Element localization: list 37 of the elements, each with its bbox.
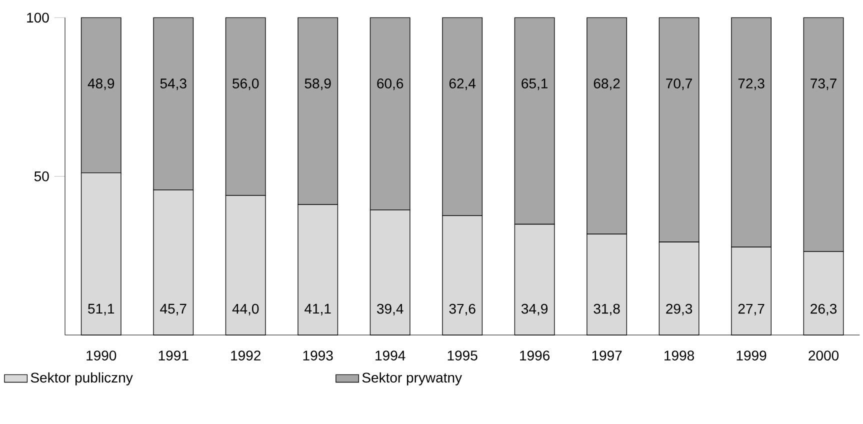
data-label: 26,3 xyxy=(810,304,837,316)
x-tick-label: 1998 xyxy=(664,350,694,361)
x-tick-label: 1996 xyxy=(520,350,550,361)
x-tick-label: 1993 xyxy=(303,350,333,361)
data-label: 58,9 xyxy=(304,78,331,90)
data-label: 68,2 xyxy=(594,78,620,90)
data-label: 70,7 xyxy=(666,78,692,90)
data-label: 37,6 xyxy=(449,304,476,316)
x-tick-label: 1995 xyxy=(448,350,478,361)
data-label: 39,4 xyxy=(377,304,404,316)
data-label: 27,7 xyxy=(738,304,764,316)
data-label: 34,9 xyxy=(521,304,548,316)
data-label: 62,4 xyxy=(449,78,476,90)
y-tick-label: 50 xyxy=(34,171,49,182)
data-label: 48,9 xyxy=(88,78,114,90)
data-label: 45,7 xyxy=(160,304,186,316)
x-tick-label: 2000 xyxy=(808,350,839,361)
data-label: 72,3 xyxy=(738,78,764,90)
y-tick-label: 100 xyxy=(27,12,49,23)
data-label: 41,1 xyxy=(304,304,331,316)
legend-label: Sektor prywatny xyxy=(362,372,462,386)
data-label: 51,1 xyxy=(88,304,114,316)
data-label: 29,3 xyxy=(666,304,692,316)
x-tick-label: 1991 xyxy=(158,350,188,361)
data-label: 73,7 xyxy=(810,78,836,90)
data-label: 44,0 xyxy=(232,304,259,316)
data-label: 54,3 xyxy=(160,78,186,90)
data-label: 60,6 xyxy=(377,78,404,90)
x-tick-label: 1990 xyxy=(86,350,116,361)
x-tick-label: 1997 xyxy=(592,350,622,361)
legend-label: Sektor publiczny xyxy=(30,372,133,386)
data-label: 65,1 xyxy=(522,78,548,90)
x-tick-label: 1999 xyxy=(736,350,766,361)
x-tick-label: 1992 xyxy=(231,350,260,361)
data-label: 56,0 xyxy=(232,78,259,90)
x-tick-label: 1994 xyxy=(376,350,406,361)
data-label: 31,8 xyxy=(594,304,620,316)
